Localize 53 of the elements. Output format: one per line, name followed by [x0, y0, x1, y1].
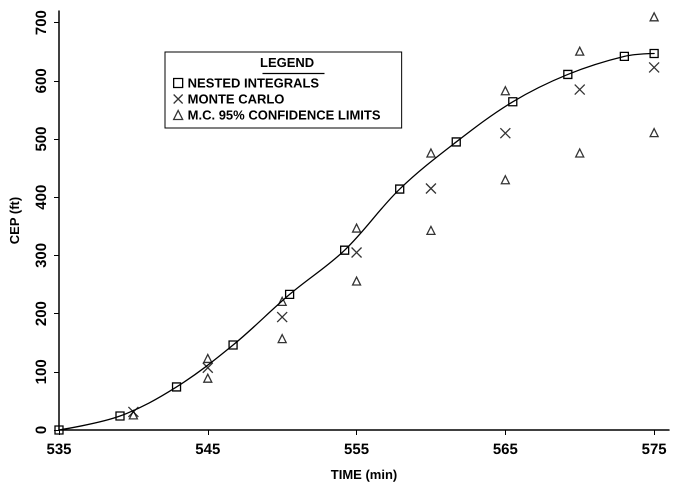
x-tick-label: 535	[46, 441, 72, 458]
point	[649, 48, 659, 58]
y-tick-label: 0	[33, 426, 50, 434]
point	[172, 382, 182, 392]
y-tick-label: 400	[33, 184, 50, 210]
point	[203, 354, 212, 364]
point	[500, 86, 510, 96]
point	[426, 226, 436, 236]
point	[284, 290, 294, 300]
point	[452, 137, 461, 147]
legend-label: M.C. 95% CONFIDENCE LIMITS	[188, 108, 381, 122]
x-tick-label: 575	[642, 441, 667, 458]
y-tick-label: 600	[33, 68, 50, 94]
point	[500, 128, 511, 139]
point	[228, 340, 238, 350]
point	[203, 374, 212, 383]
y-tick-label: 100	[33, 359, 50, 384]
y-tick-label: 700	[33, 10, 50, 36]
x-axis-title: TIME (min)	[330, 467, 398, 482]
legend-label: MONTE CARLO	[188, 92, 284, 106]
point	[649, 12, 659, 22]
legend-title: LEGEND	[260, 55, 314, 70]
point	[340, 246, 350, 255]
point	[500, 175, 510, 184]
point	[563, 70, 572, 80]
y-axis-title: CEP (ft)	[7, 196, 22, 244]
point	[115, 411, 125, 421]
point	[350, 246, 362, 258]
point	[128, 406, 140, 418]
point	[352, 223, 362, 233]
point	[352, 276, 362, 286]
x-tick-label: 545	[195, 441, 220, 458]
point	[276, 311, 288, 323]
point	[202, 362, 214, 374]
point	[649, 128, 659, 138]
point	[508, 97, 518, 106]
point	[648, 62, 660, 74]
point	[278, 334, 287, 344]
y-tick-label: 300	[33, 242, 50, 268]
legend-label: NESTED INTEGRALS	[188, 76, 320, 90]
point	[278, 296, 287, 306]
point	[425, 182, 437, 194]
y-tick-label: 500	[33, 126, 50, 152]
x-tick-label: 555	[344, 441, 370, 458]
y-tick-label: 200	[33, 301, 50, 326]
point	[395, 184, 404, 194]
x-tick-label: 565	[492, 441, 518, 458]
point	[128, 410, 138, 420]
point	[620, 52, 630, 62]
point	[426, 148, 436, 158]
point	[575, 46, 584, 56]
point	[574, 84, 586, 96]
point	[575, 148, 584, 158]
